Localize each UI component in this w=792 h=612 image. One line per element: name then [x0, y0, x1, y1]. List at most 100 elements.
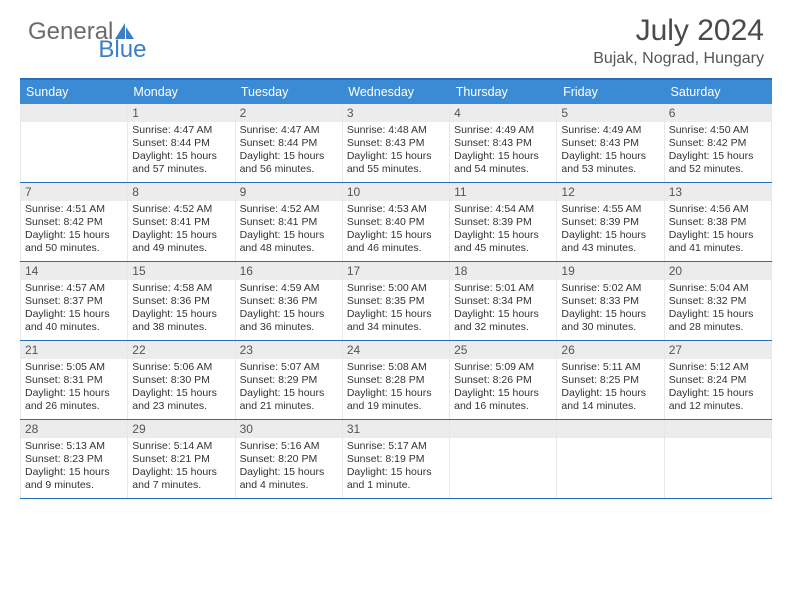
- day-cell: 2Sunrise: 4:47 AMSunset: 8:44 PMDaylight…: [236, 104, 343, 182]
- day-cell: 28Sunrise: 5:13 AMSunset: 8:23 PMDayligh…: [20, 420, 128, 498]
- day-number: 3: [343, 104, 449, 122]
- dow-thu: Thursday: [450, 80, 557, 104]
- day-content: Sunrise: 5:11 AMSunset: 8:25 PMDaylight:…: [557, 359, 663, 417]
- day-number: 22: [128, 341, 234, 359]
- day-number: 9: [236, 183, 342, 201]
- day-cell: 6Sunrise: 4:50 AMSunset: 8:42 PMDaylight…: [665, 104, 772, 182]
- day-cell: 17Sunrise: 5:00 AMSunset: 8:35 PMDayligh…: [343, 262, 450, 340]
- day-number: 8: [128, 183, 234, 201]
- day-number: 10: [343, 183, 449, 201]
- day-cell: .: [20, 104, 128, 182]
- day-content: Sunrise: 4:47 AMSunset: 8:44 PMDaylight:…: [128, 122, 234, 180]
- day-cell: 24Sunrise: 5:08 AMSunset: 8:28 PMDayligh…: [343, 341, 450, 419]
- day-content: Sunrise: 4:56 AMSunset: 8:38 PMDaylight:…: [665, 201, 771, 259]
- day-cell: 18Sunrise: 5:01 AMSunset: 8:34 PMDayligh…: [450, 262, 557, 340]
- day-cell: .: [665, 420, 772, 498]
- day-number: 20: [665, 262, 771, 280]
- day-cell: 26Sunrise: 5:11 AMSunset: 8:25 PMDayligh…: [557, 341, 664, 419]
- dow-wed: Wednesday: [342, 80, 449, 104]
- day-content: Sunrise: 4:53 AMSunset: 8:40 PMDaylight:…: [343, 201, 449, 259]
- day-of-week-header: Sunday Monday Tuesday Wednesday Thursday…: [20, 80, 772, 104]
- day-content: Sunrise: 5:09 AMSunset: 8:26 PMDaylight:…: [450, 359, 556, 417]
- day-cell: 16Sunrise: 4:59 AMSunset: 8:36 PMDayligh…: [236, 262, 343, 340]
- day-content: Sunrise: 5:04 AMSunset: 8:32 PMDaylight:…: [665, 280, 771, 338]
- week-row: 14Sunrise: 4:57 AMSunset: 8:37 PMDayligh…: [20, 262, 772, 341]
- day-cell: 7Sunrise: 4:51 AMSunset: 8:42 PMDaylight…: [20, 183, 128, 261]
- day-content: Sunrise: 4:47 AMSunset: 8:44 PMDaylight:…: [236, 122, 342, 180]
- day-number: 29: [128, 420, 234, 438]
- day-number: .: [665, 420, 771, 438]
- day-number: 30: [236, 420, 342, 438]
- day-content: Sunrise: 5:02 AMSunset: 8:33 PMDaylight:…: [557, 280, 663, 338]
- day-number: 26: [557, 341, 663, 359]
- week-row: 28Sunrise: 5:13 AMSunset: 8:23 PMDayligh…: [20, 420, 772, 499]
- day-content: Sunrise: 4:49 AMSunset: 8:43 PMDaylight:…: [557, 122, 663, 180]
- day-cell: .: [450, 420, 557, 498]
- day-number: 23: [236, 341, 342, 359]
- day-cell: 8Sunrise: 4:52 AMSunset: 8:41 PMDaylight…: [128, 183, 235, 261]
- day-number: 27: [665, 341, 771, 359]
- day-cell: 3Sunrise: 4:48 AMSunset: 8:43 PMDaylight…: [343, 104, 450, 182]
- day-content: Sunrise: 5:17 AMSunset: 8:19 PMDaylight:…: [343, 438, 449, 496]
- day-cell: 23Sunrise: 5:07 AMSunset: 8:29 PMDayligh…: [236, 341, 343, 419]
- day-number: 7: [21, 183, 127, 201]
- day-cell: .: [557, 420, 664, 498]
- day-number: 13: [665, 183, 771, 201]
- day-number: .: [21, 104, 127, 122]
- day-content: Sunrise: 5:01 AMSunset: 8:34 PMDaylight:…: [450, 280, 556, 338]
- day-number: 6: [665, 104, 771, 122]
- day-content: Sunrise: 4:59 AMSunset: 8:36 PMDaylight:…: [236, 280, 342, 338]
- dow-fri: Friday: [557, 80, 664, 104]
- day-number: 12: [557, 183, 663, 201]
- day-cell: 12Sunrise: 4:55 AMSunset: 8:39 PMDayligh…: [557, 183, 664, 261]
- day-number: 31: [343, 420, 449, 438]
- dow-sun: Sunday: [20, 80, 127, 104]
- day-cell: 9Sunrise: 4:52 AMSunset: 8:41 PMDaylight…: [236, 183, 343, 261]
- day-number: 1: [128, 104, 234, 122]
- dow-sat: Saturday: [665, 80, 772, 104]
- day-number: 19: [557, 262, 663, 280]
- day-cell: 29Sunrise: 5:14 AMSunset: 8:21 PMDayligh…: [128, 420, 235, 498]
- day-content: Sunrise: 5:07 AMSunset: 8:29 PMDaylight:…: [236, 359, 342, 417]
- week-row: 7Sunrise: 4:51 AMSunset: 8:42 PMDaylight…: [20, 183, 772, 262]
- day-cell: 22Sunrise: 5:06 AMSunset: 8:30 PMDayligh…: [128, 341, 235, 419]
- day-content: Sunrise: 5:06 AMSunset: 8:30 PMDaylight:…: [128, 359, 234, 417]
- calendar: Sunday Monday Tuesday Wednesday Thursday…: [20, 78, 772, 499]
- day-number: 2: [236, 104, 342, 122]
- day-cell: 30Sunrise: 5:16 AMSunset: 8:20 PMDayligh…: [236, 420, 343, 498]
- logo-text-2: Blue: [98, 36, 146, 64]
- day-number: 17: [343, 262, 449, 280]
- day-cell: 11Sunrise: 4:54 AMSunset: 8:39 PMDayligh…: [450, 183, 557, 261]
- day-content: Sunrise: 4:57 AMSunset: 8:37 PMDaylight:…: [21, 280, 127, 338]
- day-number: 4: [450, 104, 556, 122]
- day-content: Sunrise: 4:54 AMSunset: 8:39 PMDaylight:…: [450, 201, 556, 259]
- day-content: Sunrise: 4:52 AMSunset: 8:41 PMDaylight:…: [236, 201, 342, 259]
- day-content: Sunrise: 4:49 AMSunset: 8:43 PMDaylight:…: [450, 122, 556, 180]
- day-content: Sunrise: 4:48 AMSunset: 8:43 PMDaylight:…: [343, 122, 449, 180]
- week-row: .1Sunrise: 4:47 AMSunset: 8:44 PMDayligh…: [20, 104, 772, 183]
- day-cell: 21Sunrise: 5:05 AMSunset: 8:31 PMDayligh…: [20, 341, 128, 419]
- day-content: Sunrise: 4:52 AMSunset: 8:41 PMDaylight:…: [128, 201, 234, 259]
- day-content: Sunrise: 5:13 AMSunset: 8:23 PMDaylight:…: [21, 438, 127, 496]
- day-number: 5: [557, 104, 663, 122]
- header: July 2024 Bujak, Nograd, Hungary: [593, 14, 764, 68]
- page-subtitle: Bujak, Nograd, Hungary: [593, 50, 764, 68]
- day-number: .: [450, 420, 556, 438]
- dow-tue: Tuesday: [235, 80, 342, 104]
- day-number: 11: [450, 183, 556, 201]
- day-cell: 14Sunrise: 4:57 AMSunset: 8:37 PMDayligh…: [20, 262, 128, 340]
- day-number: 18: [450, 262, 556, 280]
- day-content: Sunrise: 5:16 AMSunset: 8:20 PMDaylight:…: [236, 438, 342, 496]
- day-cell: 10Sunrise: 4:53 AMSunset: 8:40 PMDayligh…: [343, 183, 450, 261]
- day-cell: 4Sunrise: 4:49 AMSunset: 8:43 PMDaylight…: [450, 104, 557, 182]
- week-row: 21Sunrise: 5:05 AMSunset: 8:31 PMDayligh…: [20, 341, 772, 420]
- day-content: Sunrise: 4:51 AMSunset: 8:42 PMDaylight:…: [21, 201, 127, 259]
- day-number: 16: [236, 262, 342, 280]
- day-content: Sunrise: 5:05 AMSunset: 8:31 PMDaylight:…: [21, 359, 127, 417]
- day-cell: 5Sunrise: 4:49 AMSunset: 8:43 PMDaylight…: [557, 104, 664, 182]
- day-content: Sunrise: 4:55 AMSunset: 8:39 PMDaylight:…: [557, 201, 663, 259]
- day-number: 21: [21, 341, 127, 359]
- day-number: 25: [450, 341, 556, 359]
- day-number: 15: [128, 262, 234, 280]
- day-cell: 15Sunrise: 4:58 AMSunset: 8:36 PMDayligh…: [128, 262, 235, 340]
